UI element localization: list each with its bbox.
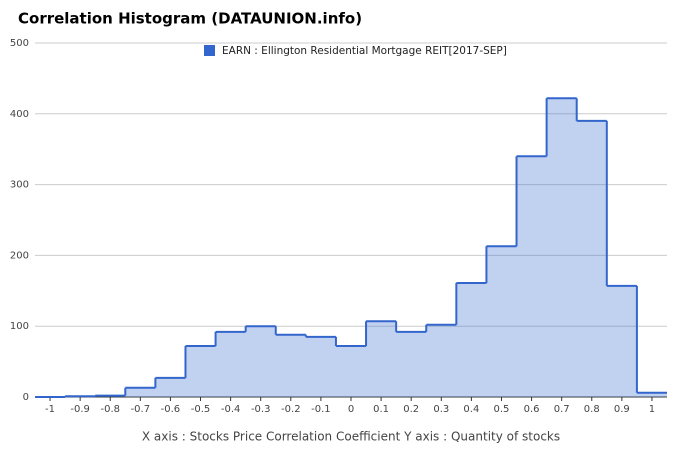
legend-label: EARN : Ellington Residential Mortgage RE…	[222, 45, 507, 57]
bar	[636, 392, 667, 397]
x-tick-label: -0.8	[100, 404, 120, 415]
chart-title: Correlation Histogram (DATAUNION.info)	[18, 10, 362, 28]
x-tick-label: 0.1	[373, 404, 389, 415]
x-tick-label: 0.9	[614, 404, 630, 415]
y-tick-label: 0	[23, 392, 29, 403]
bar	[366, 321, 397, 397]
legend-swatch	[204, 45, 215, 56]
bar	[275, 334, 306, 397]
bar	[606, 285, 637, 397]
bar	[576, 120, 607, 397]
bar	[396, 331, 427, 397]
x-tick-label: 0.6	[524, 404, 540, 415]
x-tick-label: -1	[45, 404, 55, 415]
y-tick-label: 500	[10, 38, 29, 49]
bar	[125, 387, 156, 397]
x-tick-label: -0.3	[251, 404, 271, 415]
x-tick-label: 0.2	[403, 404, 419, 415]
x-tick-label: 0.4	[463, 404, 479, 415]
x-tick-label: -0.5	[191, 404, 211, 415]
y-tick-label: 300	[10, 180, 29, 191]
bar	[305, 336, 336, 397]
x-tick-label: -0.7	[131, 404, 151, 415]
x-tick-label: -0.9	[70, 404, 90, 415]
y-tick-label: 200	[10, 250, 29, 261]
x-tick-label: 0.7	[554, 404, 570, 415]
bar	[486, 246, 517, 397]
x-tick-label: 0.3	[433, 404, 449, 415]
x-tick-label: 1	[649, 404, 655, 415]
x-tick-label: 0.5	[494, 404, 510, 415]
bar	[546, 98, 577, 397]
x-tick-label: 0.8	[584, 404, 600, 415]
bar	[335, 346, 367, 397]
bar	[516, 156, 547, 397]
y-tick-label: 400	[10, 109, 29, 120]
x-tick-label: -0.2	[281, 404, 301, 415]
x-tick-label: -0.4	[221, 404, 241, 415]
bar	[245, 326, 276, 397]
bar	[155, 377, 186, 397]
x-tick-label: 0	[348, 404, 354, 415]
x-tick-label: -0.6	[161, 404, 181, 415]
y-tick-label: 100	[10, 321, 29, 332]
x-tick-label: -0.1	[311, 404, 331, 415]
bar	[185, 346, 216, 397]
bar	[215, 331, 246, 397]
bar	[426, 324, 457, 397]
bar	[456, 283, 487, 397]
axis-title: X axis : Stocks Price Correlation Coeffi…	[142, 430, 560, 444]
